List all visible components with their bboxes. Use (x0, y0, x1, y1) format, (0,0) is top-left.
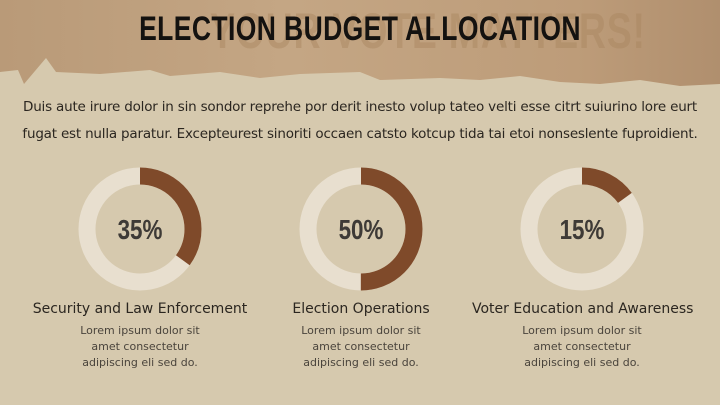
header-banner: YOUR VOTE MATTERS! ELECTION BUDGET ALLOC… (0, 0, 720, 90)
item-description: Lorem ipsum dolor sit amet consectetur adi… (80, 324, 200, 369)
donut-chart: 15% (520, 167, 644, 291)
item-description: Lorem ipsum dolor sit amet consectetur adi… (522, 324, 642, 369)
budget-item-operations: 50% Election Operations Lorem ipsum dolo… (251, 165, 471, 371)
item-description: Lorem ipsum dolor sit amet consectetur adi… (301, 324, 421, 369)
donut-slice (299, 167, 423, 291)
percent-label: 15% (560, 215, 605, 246)
donut-slice (520, 167, 644, 291)
percent-label: 35% (118, 215, 163, 246)
budget-item-security: 35% Security and Law Enforcement Lorem i… (30, 165, 250, 371)
intro-paragraph: Duis aute irure dolor in sin sondor repr… (22, 99, 698, 142)
budget-item-education: 15% Voter Education and Awareness Lorem … (472, 165, 694, 371)
item-label: Election Operations (292, 301, 430, 317)
donut-chart: 35% (78, 167, 202, 291)
watermark: YOUR VOTE MATTERS! (210, 3, 646, 59)
donut-chart: 50% (299, 167, 423, 291)
page-title: ELECTION BUDGET ALLOCATION (139, 10, 581, 48)
item-label: Voter Education and Awareness (472, 301, 694, 317)
percent-label: 50% (339, 215, 384, 246)
item-label: Security and Law Enforcement (32, 301, 248, 317)
donut-slice (78, 167, 202, 291)
torn-paper-edge (0, 58, 720, 90)
